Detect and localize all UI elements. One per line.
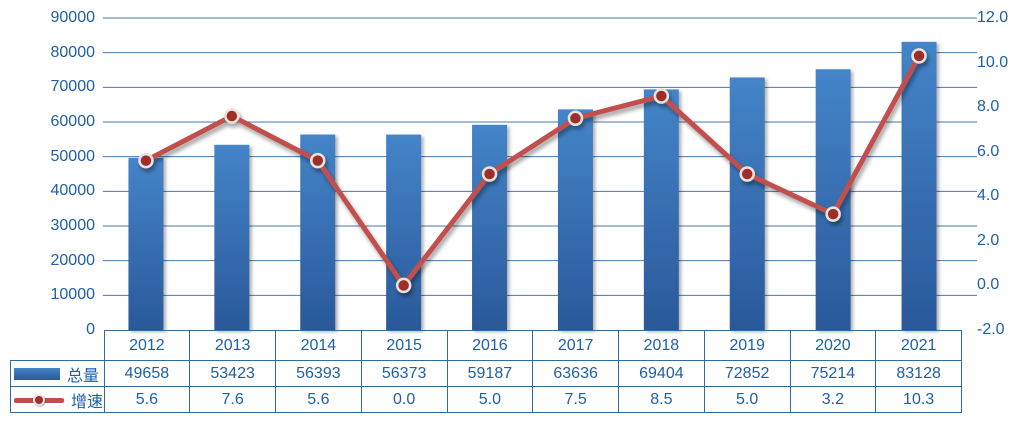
marker-2021 — [911, 48, 927, 64]
growth-value-cell: 5.0 — [703, 386, 791, 413]
total-value-cell: 56393 — [275, 360, 362, 387]
growth-value-cell: 7.5 — [532, 386, 619, 413]
year-header-cell: 2012 — [103, 330, 191, 361]
growth-row: 增速 5.6 7.6 5.6 0.0 5.0 7.5 8.5 5.0 3.2 10.3 — [10, 386, 962, 413]
bar-2021 — [901, 41, 937, 330]
total-value-cell: 59187 — [446, 360, 534, 387]
marker-2013 — [224, 108, 240, 124]
marker-2012 — [138, 152, 154, 169]
growth-value-cell: 5.6 — [103, 386, 191, 413]
left-axis-tick-label: 10000 — [50, 286, 96, 304]
growth-value-cell: 8.5 — [618, 386, 705, 413]
total-value-cell: 49658 — [103, 360, 191, 387]
left-axis-tick-label: 90000 — [50, 9, 96, 26]
right-axis-tick-label: 8.0 — [977, 98, 1000, 116]
total-value-cell: 69404 — [618, 360, 705, 387]
growth-value-cell: 0.0 — [360, 386, 448, 413]
left-axis-tick-label: 60000 — [50, 113, 96, 130]
right-axis-tick-label: 0.0 — [977, 276, 1000, 294]
line-legend-icon — [14, 393, 64, 407]
marker-2014 — [310, 152, 326, 169]
year-header-cell: 2021 — [875, 330, 962, 361]
total-value-cell: 75214 — [789, 360, 877, 387]
marker-2015 — [395, 277, 412, 294]
left-axis-tick-label: 70000 — [50, 78, 96, 96]
total-value-cell: 83128 — [875, 360, 962, 387]
right-axis-tick-label: 4.0 — [977, 187, 1000, 205]
right-axis-tick-label: 2.0 — [977, 231, 1000, 249]
bar-2012 — [128, 157, 164, 330]
bar-2019 — [729, 77, 765, 330]
right-axis-tick-label: 10.0 — [977, 53, 1009, 71]
year-header-cell: 2017 — [532, 330, 619, 361]
right-axis-tick-label: 12.0 — [977, 9, 1009, 26]
growth-line — [143, 53, 922, 288]
plot-area — [103, 17, 977, 331]
marker-2019 — [739, 166, 755, 182]
total-legend-label: 总量 — [67, 367, 100, 385]
left-axis-tick-label: 20000 — [50, 251, 96, 269]
growth-legend-label: 增速 — [71, 393, 104, 411]
table-corner-spacer — [11, 331, 105, 361]
bar-2020 — [815, 69, 851, 331]
bar-legend-icon — [14, 367, 60, 380]
right-axis-tick-label: -2.0 — [977, 321, 1005, 338]
total-legend-cell: 总量 — [10, 360, 105, 387]
year-header-cell: 2020 — [789, 330, 877, 361]
year-header-row: 2012 2013 2014 2015 2016 2017 2018 2019 2020 2021 — [11, 330, 962, 361]
year-header-cell: 2018 — [618, 330, 705, 361]
marker-2016 — [481, 166, 498, 182]
total-value-cell: 53423 — [189, 360, 276, 387]
right-axis-tick-label: 6.0 — [977, 142, 1000, 160]
growth-value-cell: 5.0 — [446, 386, 534, 413]
year-header-cell: 2013 — [189, 330, 276, 361]
total-value-cell: 63636 — [532, 360, 619, 387]
line-series — [138, 48, 927, 294]
marker-2020 — [825, 206, 841, 222]
bar-2016 — [472, 124, 508, 331]
year-header-cell: 2019 — [703, 330, 791, 361]
year-header-cell: 2016 — [446, 330, 534, 361]
growth-value-cell: 5.6 — [275, 386, 362, 413]
left-axis-tick-label: 80000 — [50, 43, 96, 61]
growth-value-cell: 7.6 — [189, 386, 276, 413]
growth-legend-cell: 增速 — [10, 386, 105, 413]
total-row: 总量 49658 53423 56393 56373 59187 63636 69404 72… — [10, 360, 962, 387]
growth-value-cell: 3.2 — [789, 386, 877, 413]
left-axis-tick-label: 40000 — [50, 182, 96, 200]
growth-value-cell: 10.3 — [875, 386, 962, 413]
bar-2017 — [557, 109, 593, 330]
year-header-cell: 2015 — [360, 330, 448, 361]
total-value-cell: 72852 — [703, 360, 791, 387]
bar-2018 — [643, 89, 679, 330]
left-axis-tick-label: 30000 — [50, 217, 96, 234]
marker-2018 — [653, 88, 670, 104]
left-axis-tick-label: 50000 — [50, 147, 96, 165]
marker-2017 — [567, 110, 584, 127]
bar-2013 — [214, 144, 250, 330]
total-value-cell: 56373 — [360, 360, 448, 387]
year-header-cell: 2014 — [275, 330, 362, 361]
bar-series — [128, 41, 937, 331]
data-table: 2012 2013 2014 2015 2016 2017 2018 2019 2020 2021… — [10, 330, 962, 413]
left-axis-tick-label: 0 — [86, 321, 95, 338]
bar-2015 — [386, 134, 422, 330]
